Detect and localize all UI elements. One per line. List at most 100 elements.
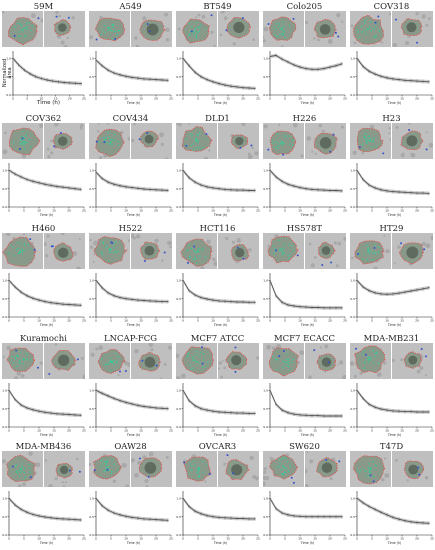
spheroid-nucleus	[109, 361, 111, 363]
stray-cell	[208, 472, 211, 475]
background-speck	[137, 460, 142, 465]
x-tick-label: 15	[400, 537, 404, 541]
data-point	[428, 287, 430, 289]
spheroid-nucleus	[282, 30, 284, 32]
background-speck	[300, 154, 304, 158]
stray-cell	[242, 257, 245, 260]
x-tick-label: 15	[52, 209, 56, 213]
data-point	[254, 518, 256, 520]
micrograph-before	[263, 123, 304, 159]
data-point	[26, 511, 28, 513]
spheroid-nucleus	[17, 35, 20, 37]
spheroid-nucleus	[21, 135, 23, 138]
spheroid-nucleus	[289, 135, 291, 138]
spheroid-nucleus	[113, 133, 116, 135]
spheroid-nucleus	[279, 142, 282, 144]
spheroid-nucleus	[370, 359, 372, 361]
spheroid-nucleus	[280, 249, 283, 251]
x-tick-label: 0	[269, 429, 271, 433]
spheroid-nucleus	[281, 251, 283, 253]
data-point	[287, 412, 289, 414]
background-speck	[251, 146, 254, 150]
background-speck	[165, 38, 170, 42]
data-point	[40, 77, 43, 80]
spheroid-nucleus	[113, 247, 115, 249]
spheroid-outline	[356, 127, 384, 153]
data-point	[293, 305, 295, 307]
y-tick-label: 0.5	[263, 75, 268, 79]
data-point	[317, 516, 319, 518]
x-tick-label: 10	[124, 209, 128, 213]
stray-cell	[106, 468, 109, 471]
background-speck	[134, 36, 138, 40]
background-speck	[44, 242, 47, 247]
x-tick-label: 15	[226, 319, 230, 323]
spheroid-nucleus	[369, 468, 371, 471]
spheroid-nucleus	[278, 26, 280, 28]
spheroid-micrograph-after	[44, 233, 85, 269]
stray-cell	[148, 30, 151, 33]
data-point	[80, 519, 82, 521]
background-speck	[82, 374, 85, 379]
background-speck	[206, 239, 211, 245]
micrograph-after	[218, 233, 259, 269]
y-tick-label: 0.0	[89, 425, 94, 429]
area-curve-plot: 0.0 0.5 1.0 0 5 10 15 20 25 Time (h)	[87, 47, 174, 107]
spheroid-nucleus	[286, 468, 288, 470]
spheroid-nucleus	[26, 142, 28, 144]
background-speck	[343, 237, 346, 241]
background-speck	[2, 149, 8, 155]
x-tick-label: 20	[154, 319, 158, 323]
spheroid-nucleus	[369, 21, 372, 23]
data-point	[269, 389, 271, 391]
background-speck	[2, 11, 5, 14]
cell-line-name: H522	[118, 224, 143, 234]
spheroid-micrograph-after	[131, 233, 172, 269]
spheroid-micrograph-after	[218, 343, 259, 379]
spheroid-nucleus	[276, 145, 279, 148]
y-tick-label: 0.0	[2, 533, 7, 537]
spheroid-nucleus	[23, 146, 26, 148]
spheroid-micrograph-after	[392, 11, 433, 47]
x-tick-label: 10	[385, 429, 389, 433]
area-curve-plot: 0.0 0.5 1.0 0 5 10 15 20 25 Time (h)	[348, 159, 435, 219]
spheroid-nucleus	[272, 245, 274, 247]
spheroid-nucleus	[24, 141, 26, 143]
spheroid-nucleus	[375, 34, 377, 36]
data-point	[224, 188, 226, 190]
spheroid-nucleus	[192, 356, 195, 358]
spheroid-outline	[268, 16, 298, 41]
background-speck	[2, 459, 7, 464]
spheroid-nucleus	[291, 244, 293, 247]
data-point	[428, 192, 430, 195]
stray-cell	[183, 461, 186, 464]
spheroid-nucleus	[194, 139, 197, 141]
spheroid-nucleus	[190, 247, 193, 250]
y-tick-label: 0.5	[2, 407, 7, 411]
micrograph-after	[131, 123, 172, 159]
spheroid-core	[57, 354, 70, 367]
stray-cell	[110, 241, 113, 244]
data-point	[125, 401, 127, 404]
data-point	[275, 508, 277, 510]
spheroid-nucleus	[105, 246, 108, 249]
stray-cell	[95, 38, 98, 41]
background-speck	[425, 131, 428, 134]
data-point	[68, 413, 70, 416]
data-point	[248, 189, 250, 192]
data-point	[293, 185, 295, 187]
spheroid-micrograph-after	[392, 123, 433, 159]
background-speck	[247, 154, 253, 159]
y-tick-label: 1.0	[176, 497, 181, 501]
data-point	[281, 512, 283, 514]
y-tick-label: 1.0	[263, 497, 268, 501]
y-tick-label: 1.0	[176, 57, 181, 61]
x-tick-label: 0	[8, 209, 10, 213]
x-tick-label: 0	[95, 429, 97, 433]
spheroid-nucleus	[282, 249, 285, 251]
x-tick-label: 0	[95, 97, 97, 101]
x-tick-label: 25	[430, 97, 434, 101]
